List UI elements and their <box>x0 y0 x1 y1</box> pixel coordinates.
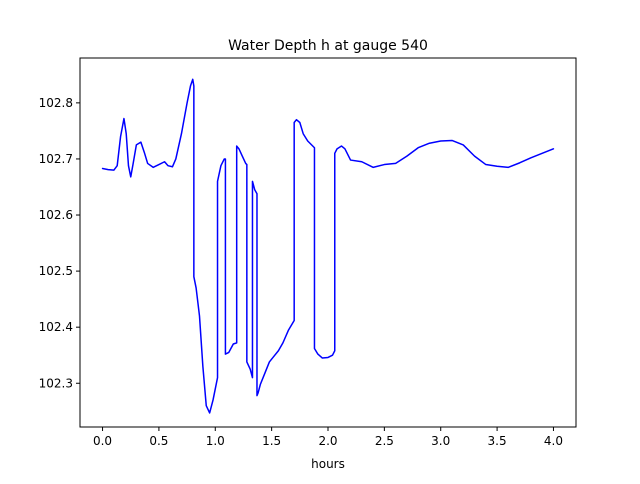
y-tick-label: 102.4 <box>39 320 73 334</box>
y-tick-label: 102.8 <box>39 96 73 110</box>
x-tick-label: 0.5 <box>149 434 168 448</box>
plot-area <box>101 78 555 414</box>
x-tick-label: 2.5 <box>375 434 394 448</box>
x-tick-label: 4.0 <box>544 434 563 448</box>
x-tick-label: 1.5 <box>262 434 281 448</box>
y-tick-label: 102.3 <box>39 376 73 390</box>
y-tick-label: 102.5 <box>39 264 73 278</box>
x-tick-label: 3.0 <box>431 434 450 448</box>
x-tick-label: 3.5 <box>488 434 507 448</box>
x-tick-label: 2.0 <box>318 434 337 448</box>
x-tick-label: 1.0 <box>206 434 225 448</box>
x-axis-label: hours <box>311 457 345 471</box>
axes-frame <box>79 57 577 428</box>
x-axis: 0.0 0.5 1.0 1.5 2.0 2.5 3.0 3.5 4.0 <box>93 427 563 448</box>
y-tick-label: 102.7 <box>39 152 73 166</box>
y-axis: 102.3 102.4 102.5 102.6 102.7 102.8 <box>39 96 80 390</box>
x-tick-label: 0.0 <box>93 434 112 448</box>
y-tick-label: 102.6 <box>39 208 73 222</box>
chart-title: Water Depth h at gauge 540 <box>228 38 428 54</box>
series-line-0 <box>101 78 555 414</box>
